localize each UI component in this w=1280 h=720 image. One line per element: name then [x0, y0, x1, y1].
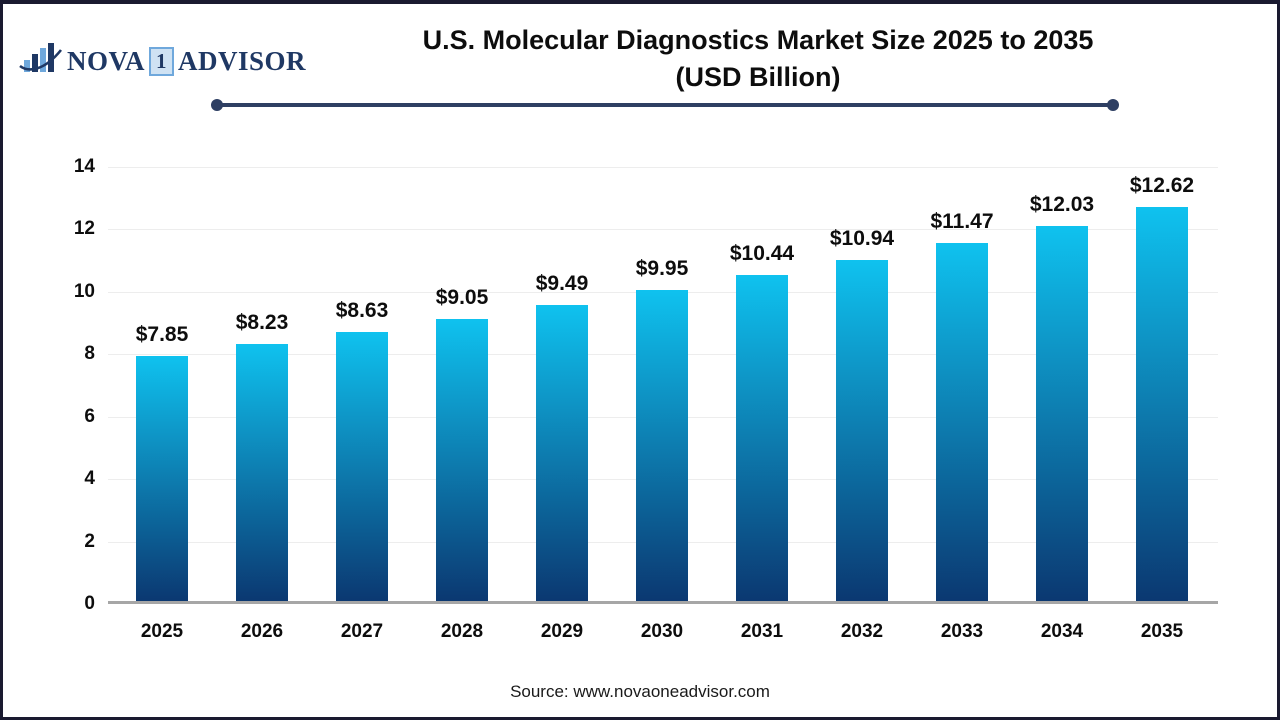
x-axis-labels: 2025 2026 2027 2028 2029 2030 2031 2032 2033 2034… — [108, 620, 1218, 646]
bar-value-label: $8.63 — [335, 298, 389, 322]
bar-value-label: $11.47 — [930, 209, 994, 233]
x-tick-label: 2027 — [340, 621, 384, 642]
x-tick-label: 2026 — [240, 621, 284, 642]
bar — [1036, 225, 1088, 601]
bar-value-label: $9.95 — [635, 257, 689, 281]
plot-area: $7.85 $8.23 $8.63 $9.05 $9.49 $9.95 $10.44 $10.… — [108, 167, 1218, 604]
bar — [436, 318, 488, 601]
y-tick-label: 14 — [73, 156, 95, 177]
bar — [736, 275, 788, 601]
bar-value-label: $12.03 — [1029, 192, 1095, 216]
x-tick-label: 2025 — [140, 621, 184, 642]
x-tick-label: 2034 — [1040, 621, 1084, 642]
x-tick-label: 2035 — [1140, 621, 1184, 642]
chart-title: U.S. Molecular Diagnostics Market Size 2… — [343, 22, 1173, 96]
bar — [136, 355, 188, 601]
y-tick-label: 8 — [84, 343, 95, 365]
chart-title-line-2: (USD Billion) — [675, 62, 841, 92]
bar-value-label: $7.85 — [135, 322, 189, 346]
gridline — [108, 167, 1218, 168]
bar-value-label: $8.23 — [235, 311, 289, 335]
x-tick-label: 2029 — [540, 621, 584, 642]
y-axis-labels: 0 2 4 6 8 10 12 14 — [55, 156, 95, 614]
y-tick-label: 0 — [84, 593, 95, 614]
bar — [936, 242, 988, 601]
logo-one-badge: 1 — [149, 47, 175, 76]
logo-text-advisor: ADVISOR — [178, 46, 307, 76]
chart-title-line-1: U.S. Molecular Diagnostics Market Size 2… — [422, 25, 1094, 55]
bar — [1136, 207, 1188, 601]
bar-value-label: $12.62 — [1129, 174, 1195, 198]
x-tick-label: 2028 — [440, 621, 484, 642]
bar — [636, 290, 688, 601]
logo-text-nova: NOVA — [67, 46, 146, 76]
y-tick-label: 6 — [84, 405, 95, 427]
bar-chart-logo-icon — [19, 40, 63, 83]
source-text: Source: www.novaoneadvisor.com — [510, 682, 770, 701]
bar-value-label: $10.94 — [829, 226, 895, 250]
y-tick-label: 12 — [73, 218, 95, 240]
bar — [836, 259, 888, 601]
bar — [536, 304, 588, 601]
title-underline — [211, 99, 1119, 111]
bar-value-label: $9.05 — [435, 285, 489, 309]
logo: NOVA 1 ADVISOR — [19, 40, 306, 83]
x-tick-label: 2030 — [640, 621, 684, 642]
underline-dot-right-icon — [1107, 99, 1119, 111]
x-tick-label: 2033 — [940, 621, 984, 642]
x-tick-label: 2031 — [740, 621, 784, 642]
bar — [336, 331, 388, 601]
bar — [236, 344, 288, 601]
gridline — [108, 229, 1218, 231]
bar-value-label: $9.49 — [535, 271, 589, 295]
y-tick-label: 10 — [73, 280, 95, 302]
x-tick-label: 2032 — [840, 621, 884, 642]
underline-dot-left-icon — [211, 99, 223, 111]
y-tick-label: 4 — [84, 468, 95, 490]
bar-value-label: $10.44 — [729, 242, 795, 266]
y-tick-label: 2 — [84, 530, 95, 552]
